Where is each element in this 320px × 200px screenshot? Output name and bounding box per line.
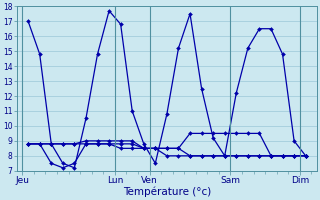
X-axis label: Température (°c): Température (°c) [123, 187, 211, 197]
